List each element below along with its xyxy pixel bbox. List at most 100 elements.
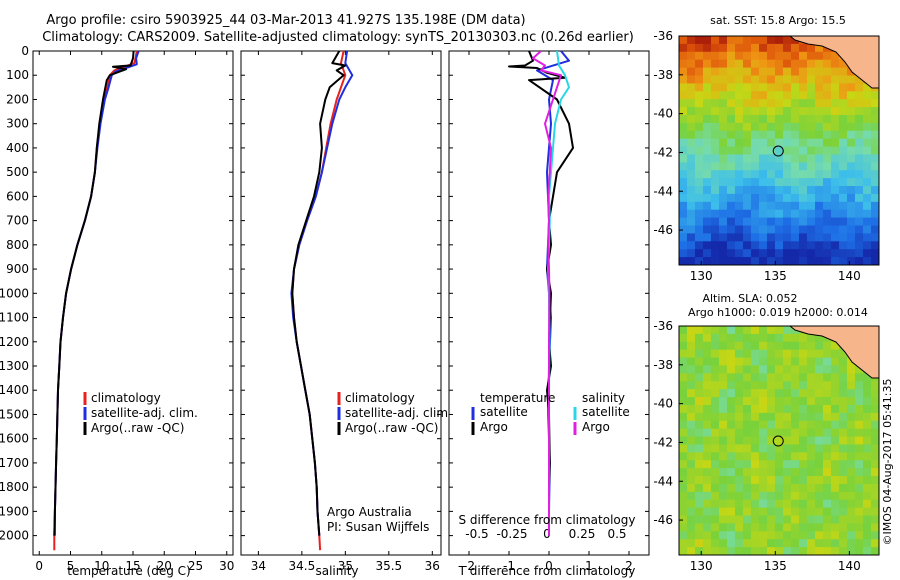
heatmap-cell [815, 138, 824, 148]
heatmap-cell [751, 460, 760, 469]
sst-map-panel: sat. SST: 15.8 Argo: 15.5 130 135 140-36-3… [653, 14, 880, 283]
heatmap-cell [695, 341, 704, 351]
heatmap-cell [679, 365, 688, 374]
heatmap-cell [759, 436, 768, 446]
heatmap-cell [727, 186, 736, 195]
heatmap-cell [815, 420, 824, 430]
heatmap-cell [695, 217, 704, 227]
heatmap-cell [695, 547, 704, 555]
heatmap-cell [807, 444, 816, 453]
heatmap-cell [727, 341, 736, 351]
heatmap-cell [719, 51, 728, 61]
depth-tick-label: 1800 [0, 480, 29, 494]
heatmap-cell [863, 186, 872, 195]
heatmap-cell [799, 452, 808, 461]
heatmap-cell [735, 225, 744, 235]
heatmap-cell [735, 436, 744, 446]
heatmap-cell [759, 99, 768, 108]
heatmap-cell [703, 138, 712, 148]
heatmap-cell [791, 397, 800, 406]
legend-label-satellite: satellite-adj. clim. [345, 406, 452, 420]
heatmap-cell [687, 444, 696, 453]
heatmap-cell [711, 36, 720, 45]
heatmap-cell [711, 326, 720, 335]
heatmap-cell [855, 99, 864, 108]
heatmap-cell [863, 468, 872, 477]
heatmap-cell [719, 381, 728, 390]
heatmap-cell [855, 428, 864, 438]
temperature-axis-ticks: 0 5 10 15 20 25 30 [35, 51, 234, 573]
heatmap-cell [775, 186, 784, 195]
salinity-depth-ticks [241, 50, 441, 537]
heatmap-cell [703, 217, 712, 227]
heatmap-cell [711, 178, 720, 187]
heatmap-cell [855, 460, 864, 469]
heatmap-cell [711, 43, 720, 53]
heatmap-cell [751, 99, 760, 108]
heatmap-cell [799, 460, 808, 469]
heatmap-cell [743, 420, 752, 430]
heatmap-cell [839, 452, 848, 461]
heatmap-cell [695, 389, 704, 398]
heatmap-cell [871, 225, 879, 235]
heatmap-cell [855, 539, 864, 548]
heatmap-cell [743, 43, 752, 53]
heatmap-cell [863, 491, 872, 501]
heatmap-cell [711, 114, 720, 124]
legend-label-s-satellite: satellite [582, 405, 630, 419]
heatmap-cell [703, 349, 712, 359]
heatmap-cell [791, 476, 800, 485]
heatmap-cell [783, 99, 792, 108]
heatmap-cell [799, 539, 808, 548]
x-tick-label: 35 [338, 559, 353, 573]
heatmap-cell [679, 499, 688, 509]
sla-map-title-line2: Argo h1000: 0.019 h2000: 0.014 [688, 306, 868, 319]
heatmap-cell [695, 507, 704, 517]
heatmap-cell [695, 349, 704, 359]
heatmap-cell [823, 201, 832, 211]
heatmap-cell [871, 547, 879, 555]
heatmap-cell [807, 99, 816, 108]
heatmap-cell [791, 162, 800, 171]
heatmap-cell [807, 460, 816, 469]
heatmap-cell [711, 460, 720, 469]
heatmap-cell [807, 170, 816, 179]
heatmap-cell [847, 483, 856, 493]
heatmap-cell [719, 499, 728, 509]
heatmap-cell [783, 547, 792, 555]
heatmap-cell [687, 225, 696, 235]
heatmap-cell [871, 452, 879, 461]
heatmap-cell [703, 397, 712, 406]
heatmap-cell [775, 114, 784, 124]
heatmap-cell [695, 91, 704, 100]
heatmap-cell [783, 201, 792, 211]
heatmap-cell [695, 452, 704, 461]
heatmap-cell [815, 357, 824, 367]
heatmap-cell [759, 326, 768, 335]
map-x-tick-label: 135 [764, 269, 787, 283]
heatmap-cell [767, 531, 776, 540]
heatmap-cell [871, 138, 879, 148]
heatmap-cell [751, 83, 760, 92]
heatmap-cell [791, 193, 800, 203]
depth-tick-label: 0 [21, 44, 29, 58]
heatmap-cell [775, 122, 784, 132]
heatmap-cell [751, 241, 760, 250]
heatmap-cell [727, 412, 736, 422]
heatmap-cell [799, 499, 808, 509]
heatmap-cell [855, 209, 864, 219]
heatmap-cell [871, 523, 879, 532]
heatmap-cell [711, 468, 720, 477]
heatmap-cell [687, 491, 696, 501]
heatmap-cell [847, 365, 856, 374]
heatmap-cell [679, 404, 688, 414]
heatmap-cell [751, 389, 760, 398]
heatmap-cell [847, 146, 856, 156]
heatmap-cell [703, 75, 712, 84]
heatmap-cell [807, 75, 816, 84]
heatmap-cell [735, 241, 744, 250]
heatmap-cell [679, 154, 688, 163]
heatmap-cell [863, 539, 872, 548]
heatmap-cell [847, 154, 856, 163]
heatmap-cell [847, 162, 856, 171]
